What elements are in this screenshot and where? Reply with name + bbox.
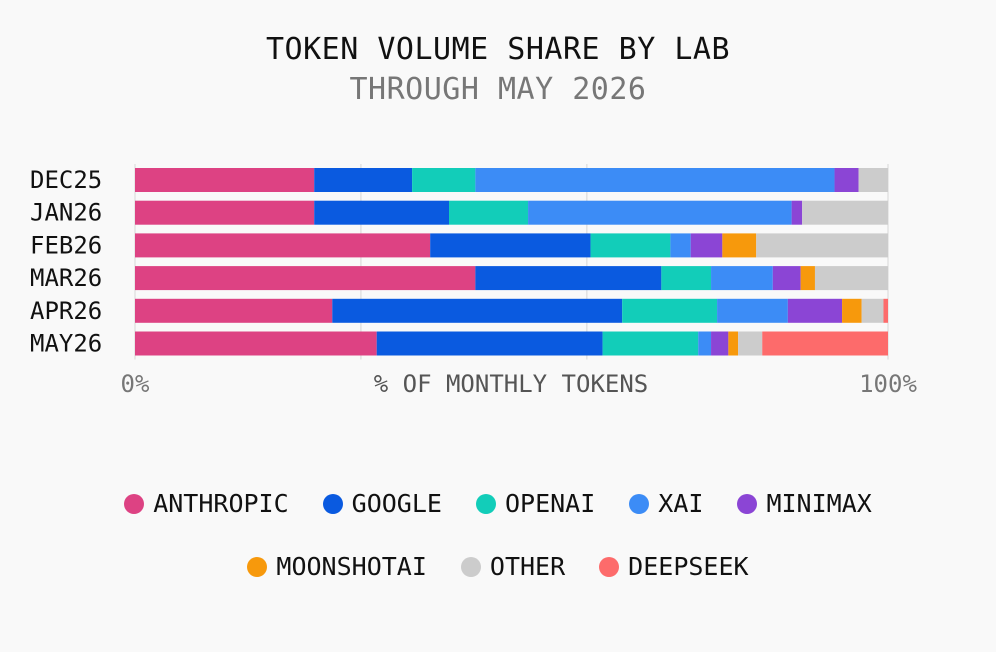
bar-segment-xai-feb26 xyxy=(670,233,691,258)
legend-label: ANTHROPIC xyxy=(153,489,289,518)
legend-row-2: MOONSHOTAI OTHER DEEPSEEK xyxy=(0,552,996,581)
legend-item-google: GOOGLE xyxy=(322,489,442,518)
bar-segment-openai-dec25 xyxy=(412,168,476,192)
legend-item-anthropic: ANTHROPIC xyxy=(124,489,289,518)
bar-segment-moonshotai-may26 xyxy=(728,331,739,356)
legend-swatch xyxy=(247,556,268,577)
bar-segment-deepseek-may26 xyxy=(762,331,888,356)
bar-segment-xai-dec25 xyxy=(475,168,835,192)
bar-segment-moonshotai-mar26 xyxy=(800,266,815,291)
legend-swatch xyxy=(460,556,481,577)
category-label-mar26: MAR26 xyxy=(30,264,102,292)
legend-swatch xyxy=(475,493,496,514)
bar-segment-other-feb26 xyxy=(756,233,888,258)
bar-segment-other-mar26 xyxy=(814,266,888,291)
bar-segment-other-jan26 xyxy=(802,200,888,225)
bar-segment-minimax-feb26 xyxy=(690,233,723,258)
bar-segment-moonshotai-apr26 xyxy=(842,298,862,323)
bar-segment-xai-apr26 xyxy=(717,298,788,323)
bar-segment-google-feb26 xyxy=(430,233,591,258)
bar-segment-anthropic-apr26 xyxy=(135,298,333,323)
legend-item-other: OTHER xyxy=(460,552,566,581)
legend-item-xai: XAI xyxy=(629,489,703,518)
legend-row-1: ANTHROPIC GOOGLE OPENAI XAI MINIMAX xyxy=(0,489,996,518)
legend-label: DEEPSEEK xyxy=(628,552,749,581)
bar-segment-minimax-dec25 xyxy=(834,168,859,192)
stacked-bar-chart: DEC25 JAN26 FEB26 MAR26 APR26 MAY26 0% 100% % OF… xyxy=(30,164,917,398)
bar-segment-anthropic-feb26 xyxy=(135,233,431,258)
legend-item-moonshotai: MOONSHOTAI xyxy=(247,552,427,581)
bar-segment-minimax-apr26 xyxy=(787,298,843,323)
bar-segment-google-jan26 xyxy=(314,200,450,225)
bar-segment-openai-jan26 xyxy=(449,200,529,225)
category-label-apr26: APR26 xyxy=(30,297,102,325)
bar-segment-openai-apr26 xyxy=(622,298,718,323)
bar-segment-openai-feb26 xyxy=(590,233,671,258)
bar-segment-other-apr26 xyxy=(861,298,884,323)
bar-segment-anthropic-dec25 xyxy=(135,168,315,192)
legend-label: OTHER xyxy=(489,552,566,581)
bar-segment-anthropic-mar26 xyxy=(135,266,476,291)
bar-segment-xai-mar26 xyxy=(711,266,773,291)
category-label-feb26: FEB26 xyxy=(30,231,102,259)
x-tick-label-min: 0% xyxy=(121,370,150,398)
legend-item-deepseek: DEEPSEEK xyxy=(599,552,749,581)
bar-segment-xai-jan26 xyxy=(528,200,792,225)
legend-label: OPENAI xyxy=(504,489,596,518)
legend-swatch xyxy=(124,493,145,514)
bar-segment-minimax-may26 xyxy=(711,331,729,356)
legend-swatch xyxy=(629,493,650,514)
bar-segment-anthropic-jan26 xyxy=(135,200,315,225)
x-tick-label-max: 100% xyxy=(859,370,917,398)
legend-swatch xyxy=(322,493,343,514)
bar-segment-google-mar26 xyxy=(475,266,662,291)
bar-segment-deepseek-apr26 xyxy=(883,298,888,323)
legend-swatch xyxy=(599,556,620,577)
bar-segment-anthropic-may26 xyxy=(135,331,377,356)
legend-label: MOONSHOTAI xyxy=(276,552,427,581)
bar-segment-xai-may26 xyxy=(698,331,712,356)
bar-segment-openai-mar26 xyxy=(661,266,712,291)
chart-subtitle: THROUGH MAY 2026 xyxy=(349,72,647,107)
bar-segment-google-dec25 xyxy=(314,168,413,192)
legend-label: XAI xyxy=(658,489,704,518)
bar-segment-other-dec25 xyxy=(858,168,888,192)
legend-swatch xyxy=(737,493,758,514)
chart-title: TOKEN VOLUME SHARE BY LAB xyxy=(265,32,731,67)
bar-segment-other-may26 xyxy=(738,331,763,356)
bar-segment-google-may26 xyxy=(376,331,603,356)
category-label-dec25: DEC25 xyxy=(30,166,102,194)
x-axis-title: % OF MONTHLY TOKENS xyxy=(374,370,649,398)
bar-segment-minimax-mar26 xyxy=(772,266,801,291)
legend-label: MINIMAX xyxy=(766,489,872,518)
bar-segment-google-apr26 xyxy=(332,298,623,323)
legend-label: GOOGLE xyxy=(351,489,442,518)
category-label-may26: MAY26 xyxy=(30,330,102,358)
bar-segment-moonshotai-feb26 xyxy=(722,233,757,258)
legend-item-openai: OPENAI xyxy=(475,489,596,518)
bar-segment-minimax-jan26 xyxy=(791,200,803,225)
category-label-jan26: JAN26 xyxy=(30,199,102,227)
legend-item-minimax: MINIMAX xyxy=(737,489,872,518)
bar-segment-openai-may26 xyxy=(602,331,699,356)
